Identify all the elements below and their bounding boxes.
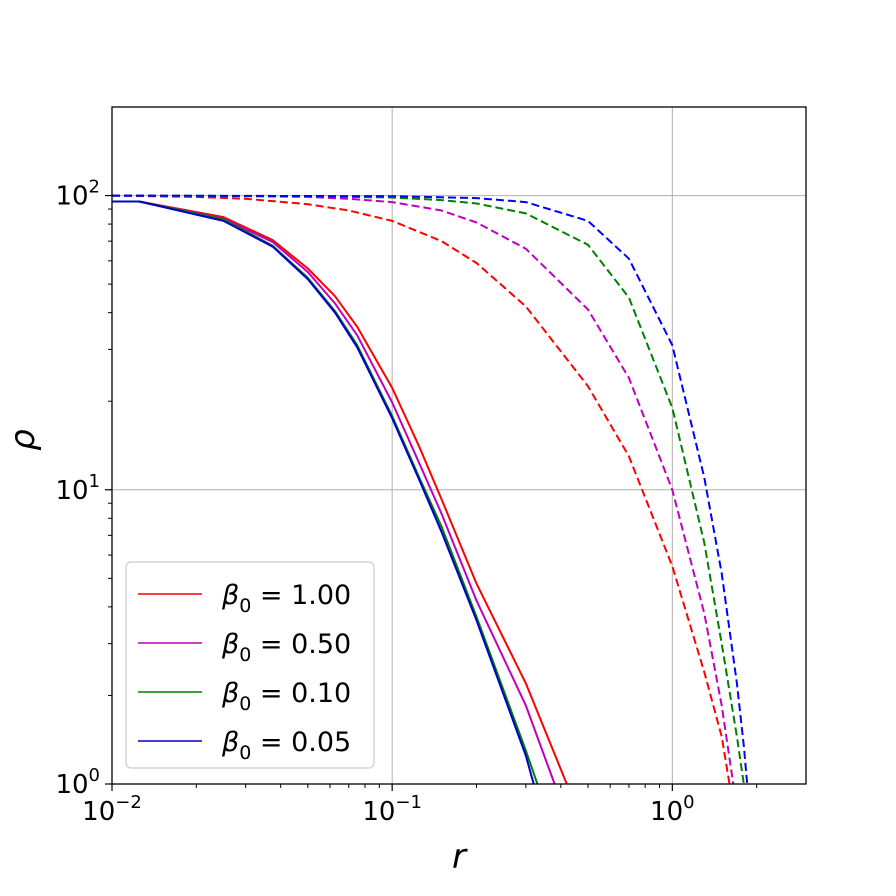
y-tick-label: 100: [55, 765, 100, 800]
x-tick-base: 10: [82, 797, 115, 827]
x-tick-base: 10: [650, 797, 683, 827]
y-axis-label: ρ: [3, 429, 43, 451]
x-tick-exp: 0: [683, 792, 694, 813]
x-tick-exp: −1: [395, 792, 422, 813]
x-tick-label: 10−1: [362, 792, 422, 827]
y-tick-base: 10: [55, 476, 88, 506]
series-line-0: [112, 200, 568, 784]
dashed-series-line-6: [112, 194, 745, 784]
y-tick-label: 102: [55, 177, 100, 212]
legend-symbol: β: [221, 727, 239, 758]
y-tick-exp: 0: [89, 765, 100, 786]
legend-subscript: 0: [239, 644, 251, 666]
dashed-series-line-7: [112, 194, 749, 784]
legend-entry-3: β0 = 0.05: [221, 727, 351, 764]
series-line-2: [112, 200, 539, 784]
legend-symbol: β: [221, 629, 239, 660]
series-layer: [112, 194, 749, 784]
legend-entry-1: β0 = 0.50: [221, 629, 351, 666]
dashed-series-line-4: [112, 194, 731, 784]
x-axis-label: r: [452, 837, 468, 877]
x-tick-label: 100: [650, 792, 695, 827]
legend-value: = 1.00: [251, 580, 351, 611]
x-tick-label: 10−2: [82, 792, 142, 827]
legend-subscript: 0: [239, 742, 251, 764]
legend-entry-2: β0 = 0.10: [221, 678, 351, 715]
legend-value: = 0.10: [251, 678, 351, 709]
dashed-series-line-5: [112, 194, 735, 784]
x-tick-exp: −2: [115, 792, 142, 813]
y-tick-exp: 1: [89, 471, 100, 492]
legend-entry-0: β0 = 1.00: [221, 580, 351, 617]
y-tick-base: 10: [55, 770, 88, 800]
legend-subscript: 0: [239, 693, 251, 715]
y-tick-label: 101: [55, 471, 100, 506]
series-line-3: [112, 200, 535, 784]
x-tick-base: 10: [362, 797, 395, 827]
y-tick-base: 10: [55, 182, 88, 212]
legend-symbol: β: [221, 678, 239, 709]
plot-frame: [111, 106, 807, 785]
legend-subscript: 0: [239, 595, 251, 617]
legend-symbol: β: [221, 580, 239, 611]
legend-value: = 0.05: [251, 727, 351, 758]
legend-value: = 0.50: [251, 629, 351, 660]
legend-box: [125, 561, 375, 769]
y-tick-exp: 2: [89, 177, 100, 198]
